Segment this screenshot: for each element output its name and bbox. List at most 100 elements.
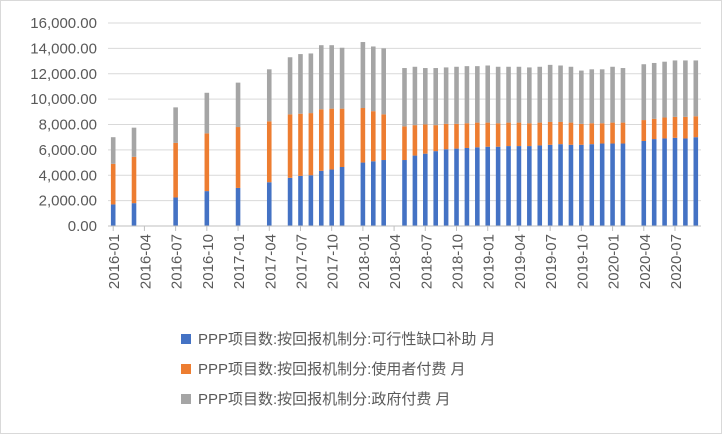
bar-segment-series-1: [173, 197, 178, 226]
bar-segment-series-3: [266, 69, 272, 122]
bar-segment-series-3: [235, 82, 241, 128]
x-tick-label: 2016-01: [106, 234, 123, 289]
x-tick-label: 2019-07: [543, 234, 560, 289]
bar-segment-series-3: [204, 92, 210, 134]
bar-segment-series-3: [173, 107, 178, 143]
bar-segment-series-3: [537, 66, 543, 123]
bar-segment-series-3: [371, 46, 376, 112]
bar-segment-series-3: [579, 70, 584, 124]
y-tick-label: 14,000.00: [30, 40, 97, 57]
bar-segment-series-2: [537, 122, 543, 146]
bar-segment-series-1: [443, 149, 449, 226]
bar-segment-series-2: [495, 123, 501, 147]
x-tick-label: 2017-01: [231, 234, 248, 289]
bar-segment-series-3: [672, 60, 678, 117]
bar-segment-series-2: [339, 108, 345, 167]
bar-segment-series-3: [547, 64, 553, 122]
bar-segment-series-1: [516, 146, 522, 226]
bar-segment-series-1: [475, 147, 480, 226]
bar-segment-series-2: [506, 122, 511, 147]
x-tick-label: 2020-07: [668, 234, 685, 289]
bar-segment-series-2: [298, 113, 303, 176]
bar-segment-series-2: [287, 114, 293, 178]
bar-segment-series-1: [641, 140, 647, 226]
bar-segment-series-3: [454, 66, 459, 124]
y-tick-label: 2,000.00: [39, 193, 97, 210]
bar-segment-series-1: [454, 148, 459, 226]
bar-segment-series-2: [329, 108, 334, 170]
bar-segment-series-3: [558, 65, 563, 122]
legend-swatch: [181, 334, 191, 344]
bar-segment-series-3: [641, 64, 647, 121]
bar-segment-series-3: [693, 60, 699, 117]
bar-segment-series-3: [339, 47, 345, 109]
bar-segment-series-3: [412, 66, 418, 126]
legend-label: PPP项目数:按回报机制分:政府付费 月: [198, 391, 451, 408]
bar-segment-series-1: [568, 144, 574, 226]
bar-segment-series-2: [402, 126, 407, 161]
bar-segment-series-1: [287, 177, 293, 226]
bar-segment-series-2: [568, 122, 574, 145]
bar-segment-series-2: [454, 123, 459, 149]
bar-segment-series-3: [287, 57, 293, 115]
bar-segment-series-2: [173, 142, 178, 198]
bar-segment-series-3: [506, 66, 511, 123]
x-tick-label: 2017-04: [262, 234, 279, 289]
bars: [110, 42, 699, 226]
bar-segment-series-1: [579, 144, 584, 226]
bar-segment-series-2: [475, 122, 480, 148]
bar-segment-series-2: [599, 123, 605, 144]
bar-segment-series-3: [360, 42, 366, 108]
bar-segment-series-2: [579, 123, 584, 145]
bar-segment-series-3: [610, 66, 615, 123]
bar-segment-series-2: [423, 124, 428, 154]
bar-segment-series-1: [589, 144, 595, 226]
bar-segment-series-2: [527, 123, 532, 147]
bar-segment-series-1: [266, 182, 272, 226]
x-tick-label: 2018-04: [387, 234, 404, 289]
bar-segment-series-2: [235, 127, 241, 188]
bar-segment-series-1: [506, 146, 511, 226]
bar-segment-series-3: [464, 66, 470, 124]
y-tick-label: 16,000.00: [30, 15, 97, 32]
x-tick-label: 2016-10: [200, 234, 217, 289]
x-tick-label: 2017-07: [293, 234, 310, 289]
bar-segment-series-3: [683, 60, 688, 117]
bar-segment-series-2: [693, 116, 699, 138]
bar-segment-series-3: [599, 69, 605, 124]
y-tick-label: 8,000.00: [39, 117, 97, 134]
bar-segment-series-1: [235, 187, 241, 226]
bar-segment-series-2: [266, 121, 272, 183]
bar-segment-series-1: [683, 138, 688, 226]
bar-segment-series-2: [443, 123, 449, 150]
bar-segment-series-1: [433, 151, 438, 226]
bar-segment-series-1: [495, 146, 501, 226]
bar-segment-series-3: [589, 69, 595, 124]
bar-segment-series-2: [381, 114, 386, 161]
legend-label: PPP项目数:按回报机制分:可行性缺口补助 月: [198, 331, 496, 348]
y-tick-label: 4,000.00: [39, 167, 97, 184]
bar-segment-series-1: [360, 162, 366, 226]
bar-segment-series-3: [443, 67, 449, 124]
bar-segment-series-1: [558, 144, 563, 226]
bar-segment-series-2: [547, 121, 553, 145]
legend: PPP项目数:按回报机制分:可行性缺口补助 月 PPP项目数:按回报机制分:使用者…: [181, 331, 496, 408]
legend-swatch: [181, 364, 191, 374]
bar-segment-series-3: [527, 67, 532, 124]
x-tick-label: 2018-01: [356, 234, 373, 289]
bar-segment-series-2: [464, 123, 470, 148]
bar-segment-series-2: [110, 163, 116, 205]
bar-segment-series-2: [308, 113, 314, 176]
bar-segment-series-2: [589, 123, 595, 145]
bar-segment-series-2: [485, 122, 491, 147]
x-tick-label: 2017-10: [325, 234, 342, 289]
bar-segment-series-1: [423, 153, 428, 226]
bar-segment-series-2: [371, 111, 376, 162]
x-tick-label: 2019-10: [574, 234, 591, 289]
bar-segment-series-3: [298, 54, 303, 114]
bar-segment-series-1: [371, 161, 376, 226]
bar-segment-series-3: [381, 48, 386, 115]
bar-segment-series-3: [433, 68, 438, 126]
bar-segment-series-3: [662, 61, 667, 118]
